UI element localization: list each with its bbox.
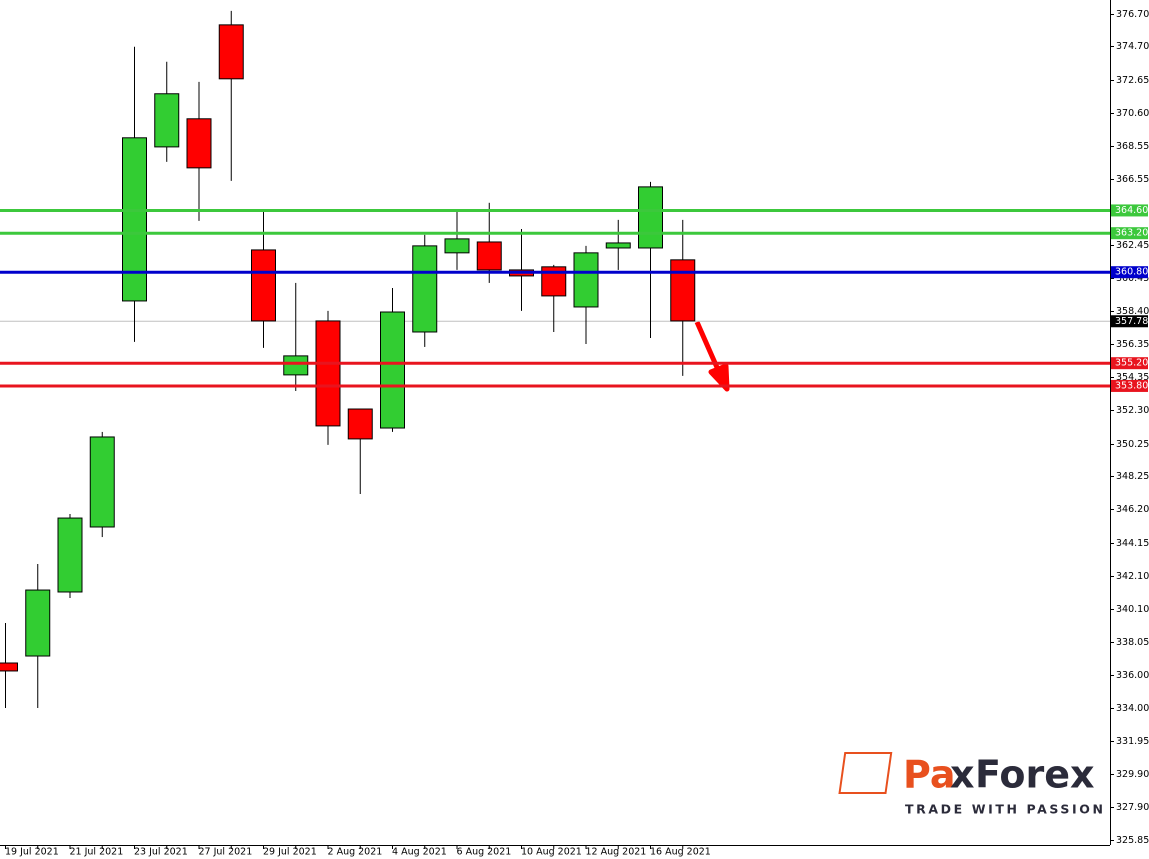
candle-body	[89, 436, 115, 528]
candle-body	[251, 249, 276, 322]
level-label-box	[1111, 227, 1148, 240]
candle-body	[283, 355, 309, 376]
last-price-box	[1111, 315, 1148, 328]
y-tick-label: 354.35	[1116, 372, 1149, 383]
y-tick-label: 340.10	[1116, 604, 1149, 615]
logo-tagline: TRADE WITH PASSION	[905, 802, 1106, 817]
candle-body	[186, 118, 212, 169]
logo-part: Forex	[975, 753, 1095, 797]
level-label-box	[1111, 204, 1148, 217]
x-tick-label: 12 Aug 2021	[586, 847, 647, 858]
x-tick-label: 27 Jul 2021	[199, 847, 253, 858]
level-label: 353.80	[1115, 380, 1148, 391]
candle-body	[122, 137, 147, 302]
logo-part: x	[950, 753, 975, 797]
y-tick-label: 370.60	[1116, 108, 1149, 119]
y-tick-label: 358.40	[1116, 306, 1149, 317]
y-tick-label: 374.70	[1116, 41, 1149, 52]
candle-body	[0, 662, 18, 672]
candle-body	[444, 238, 470, 254]
logo-box	[838, 752, 893, 794]
candle-body	[218, 24, 244, 80]
level-label: 363.20	[1115, 228, 1148, 239]
candle-body	[412, 245, 438, 333]
level-label-box	[1111, 357, 1148, 370]
candle-body	[605, 242, 631, 249]
y-tick-label: 352.30	[1116, 405, 1149, 416]
y-tick-label: 334.00	[1116, 703, 1149, 714]
y-tick-label: 325.85	[1116, 835, 1149, 846]
x-tick-label: 21 Jul 2021	[70, 847, 124, 858]
level-label-box	[1111, 379, 1148, 392]
candle-body	[670, 259, 696, 322]
level-label-box	[1111, 266, 1148, 279]
y-tick-label: 329.90	[1116, 769, 1149, 780]
y-tick-label: 350.25	[1116, 439, 1149, 450]
y-tick-label: 327.90	[1116, 802, 1149, 813]
x-tick-label: 16 Aug 2021	[650, 847, 711, 858]
candle-body	[347, 408, 373, 440]
x-tick-label: 19 Jul 2021	[5, 847, 59, 858]
y-tick-label: 344.15	[1116, 538, 1149, 549]
candle-body	[154, 93, 180, 148]
logo-part: Pa	[903, 753, 955, 797]
level-label: 360.80	[1115, 267, 1148, 278]
candle-body	[57, 517, 83, 593]
candle-body	[476, 241, 502, 271]
y-tick-label: 342.10	[1116, 571, 1149, 582]
level-label: 355.20	[1115, 358, 1148, 369]
last-price-label: 357.78	[1115, 316, 1148, 327]
y-tick-label: 362.45	[1116, 240, 1149, 251]
y-tick-label: 372.65	[1116, 75, 1149, 86]
y-tick-label: 346.20	[1116, 504, 1149, 515]
x-tick-label: 23 Jul 2021	[134, 847, 188, 858]
level-label: 364.60	[1115, 205, 1148, 216]
x-tick-label: 10 Aug 2021	[521, 847, 582, 858]
y-tick-label: 336.00	[1116, 670, 1149, 681]
y-tick-label: 331.95	[1116, 736, 1149, 747]
x-tick-label: 4 Aug 2021	[392, 847, 447, 858]
candle-body	[638, 186, 663, 249]
x-tick-label: 29 Jul 2021	[263, 847, 317, 858]
candle-body	[380, 311, 405, 429]
y-tick-label: 356.35	[1116, 339, 1149, 350]
y-tick-label: 338.05	[1116, 637, 1149, 648]
candle-body	[315, 320, 341, 427]
x-tick-label: 2 Aug 2021	[328, 847, 383, 858]
candle-body	[25, 589, 51, 657]
y-tick-label: 360.45	[1116, 273, 1149, 284]
y-tick-label: 348.25	[1116, 471, 1149, 482]
y-tick-label: 376.70	[1116, 9, 1149, 20]
candle-body	[573, 252, 599, 308]
x-tick-label: 6 Aug 2021	[457, 847, 512, 858]
logo: Pa x Forex TRADE WITH PASSION	[838, 752, 1106, 817]
y-tick-label: 368.55	[1116, 141, 1149, 152]
y-tick-label: 366.55	[1116, 174, 1149, 185]
